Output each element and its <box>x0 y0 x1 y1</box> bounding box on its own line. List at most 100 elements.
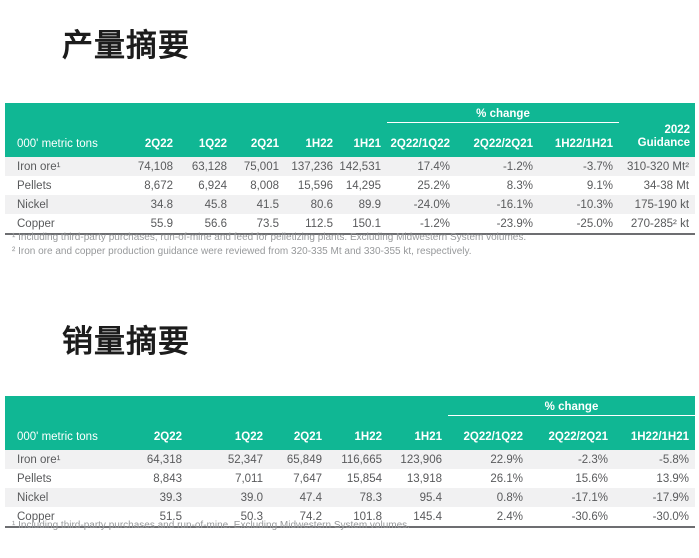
value-cell: 15,854 <box>346 472 382 485</box>
pct-cell: -17.1% <box>571 491 608 504</box>
pct-cell: -16.1% <box>496 198 533 211</box>
column-header: 1H22 <box>285 122 339 157</box>
row-label: Copper <box>17 510 55 523</box>
pct-change-header: % change <box>387 103 620 123</box>
row-label: Pellets <box>17 472 52 485</box>
value-cell: 80.6 <box>310 198 333 211</box>
value-cell: 137,236 <box>291 160 333 173</box>
sales-section-title: 销量摘要 <box>62 324 190 360</box>
pct-cell: 13.9% <box>656 472 690 485</box>
value-cell: 101.8 <box>353 510 382 523</box>
value-cell: 64,318 <box>146 453 182 466</box>
guidance-cell-value: 34-38 Mt <box>643 179 690 192</box>
value-cell: 45.8 <box>204 198 227 211</box>
guidance-cell-value: 270-285² kt <box>630 217 690 230</box>
pct-cell: 15.6% <box>575 472 608 485</box>
value-cell: 34.8 <box>150 198 173 211</box>
pct-cell: 2.4% <box>496 510 523 523</box>
pct-cell: -24.0% <box>413 198 450 211</box>
production-footnotes: ¹ Including third-party purchases, run-o… <box>12 231 526 258</box>
value-cell: 14,295 <box>345 179 381 192</box>
value-cell: 39.0 <box>240 491 263 504</box>
value-cell: 112.5 <box>305 217 333 230</box>
value-cell: 8,843 <box>153 472 182 485</box>
value-cell: 75,001 <box>243 160 279 173</box>
header-columns-row: 000' metric tons 2Q22 1Q22 2Q21 1H22 1H21 2Q22… <box>5 415 696 450</box>
column-header: 2Q21 <box>233 122 285 157</box>
guidance-header-line: 2022 <box>664 124 691 136</box>
row-label: Iron ore¹ <box>17 160 61 173</box>
column-header: 1Q22 <box>179 122 233 157</box>
column-header: 2Q22/2Q21 <box>529 415 614 450</box>
guidance-cell-value: 175-190 kt <box>634 198 690 211</box>
value-cell: 8,008 <box>250 179 279 192</box>
table-row: Copper 55.9 56.6 73.5 112.5 150.1 -1.2% -23.9% -… <box>5 214 696 234</box>
value-cell: 123,906 <box>400 453 442 466</box>
column-header: 2Q22/2Q21 <box>456 122 539 157</box>
value-cell: 55.9 <box>150 217 173 230</box>
footnote-line: ¹ Including third-party purchases and ru… <box>12 520 410 531</box>
value-cell: 52,347 <box>227 453 263 466</box>
table-row: Pellets 8,843 7,011 7,647 15,854 13,918 26.1% 1… <box>5 469 696 488</box>
value-cell: 56.6 <box>204 217 227 230</box>
value-cell: 13,918 <box>406 472 442 485</box>
pct-cell: -30.0% <box>652 510 690 523</box>
table-row: Nickel 39.3 39.0 47.4 78.3 95.4 0.8% -17.1% -17.… <box>5 488 696 507</box>
table-body: Iron ore¹ 64,318 52,347 65,849 116,665 123,90… <box>5 450 696 527</box>
production-summary-table: % change 2022 Guidance 000' metric tons 2Q22… <box>5 103 696 235</box>
production-section-title: 产量摘要 <box>62 28 190 64</box>
table-header: % change 2022 Guidance 000' metric tons 2Q22… <box>5 103 696 157</box>
column-header: 2Q22 <box>117 415 188 450</box>
value-cell: 116,665 <box>341 453 382 466</box>
pct-cell: -3.7% <box>582 160 614 173</box>
table-body: Iron ore¹ 74,108 63,128 75,001 137,236 142,53… <box>5 157 696 234</box>
table-row: Iron ore¹ 64,318 52,347 65,849 116,665 123,90… <box>5 450 696 469</box>
table-row: Nickel 34.8 45.8 41.5 80.6 89.9 -24.0% -16.1% -1… <box>5 195 696 214</box>
table-row: Copper 51.5 50.3 74.2 101.8 145.4 2.4% -30.6% -3… <box>5 507 696 527</box>
value-cell: 78.3 <box>359 491 382 504</box>
unit-label: 000' metric tons <box>5 415 117 450</box>
row-label: Nickel <box>17 491 49 504</box>
pct-cell: -30.6% <box>571 510 608 523</box>
pct-cell: -17.9% <box>652 491 690 504</box>
guidance-header-line: Guidance <box>637 137 691 149</box>
value-cell: 50.3 <box>240 510 263 523</box>
value-cell: 74.2 <box>299 510 322 523</box>
header-columns-row: 000' metric tons 2Q22 1Q22 2Q21 1H22 1H21 2Q22… <box>5 122 695 157</box>
column-header: 1Q22 <box>188 415 269 450</box>
pct-cell: 26.1% <box>490 472 523 485</box>
value-cell: 8,672 <box>144 179 173 192</box>
column-header: 2Q22 <box>125 122 179 157</box>
unit-label: 000' metric tons <box>5 122 125 157</box>
footnote-line: ¹ Including third-party purchases, run-o… <box>12 232 527 243</box>
column-header: 2Q22/1Q22 <box>387 122 456 157</box>
value-cell: 47.4 <box>299 491 322 504</box>
value-cell: 74,108 <box>137 160 173 173</box>
row-label: Iron ore¹ <box>17 453 61 466</box>
pct-cell: -5.8% <box>658 453 690 466</box>
pct-cell: -1.2% <box>502 160 533 173</box>
value-cell: 145.4 <box>413 510 442 523</box>
pct-cell: -10.3% <box>576 198 614 211</box>
table-row: Iron ore¹ 74,108 63,128 75,001 137,236 142,53… <box>5 157 696 176</box>
value-cell: 73.5 <box>256 217 279 230</box>
value-cell: 65,849 <box>286 453 322 466</box>
value-cell: 7,647 <box>293 472 322 485</box>
footnote-line: ² Iron ore and copper production guidanc… <box>12 245 472 257</box>
pct-cell: 8.3% <box>506 179 533 192</box>
header-spacer <box>5 396 448 416</box>
pct-cell: -1.2% <box>419 217 450 230</box>
value-cell: 63,128 <box>191 160 227 173</box>
pct-cell: 17.4% <box>417 160 450 173</box>
value-cell: 142,531 <box>339 160 381 173</box>
sales-footnotes: ¹ Including third-party purchases and ru… <box>12 519 410 533</box>
table-header: % change 000' metric tons 2Q22 1Q22 2Q21 1H22… <box>5 396 696 450</box>
column-header: 1H22/1H21 <box>539 122 620 157</box>
value-cell: 51.5 <box>159 510 182 523</box>
table-row: Pellets 8,672 6,924 8,008 15,596 14,295 25.2% 8… <box>5 176 696 195</box>
guidance-cell-value: 310-320 Mt² <box>627 160 690 173</box>
column-header: 1H21 <box>388 415 448 450</box>
row-label: Copper <box>17 217 55 230</box>
sales-summary-table: % change 000' metric tons 2Q22 1Q22 2Q21 1H22… <box>5 396 696 528</box>
